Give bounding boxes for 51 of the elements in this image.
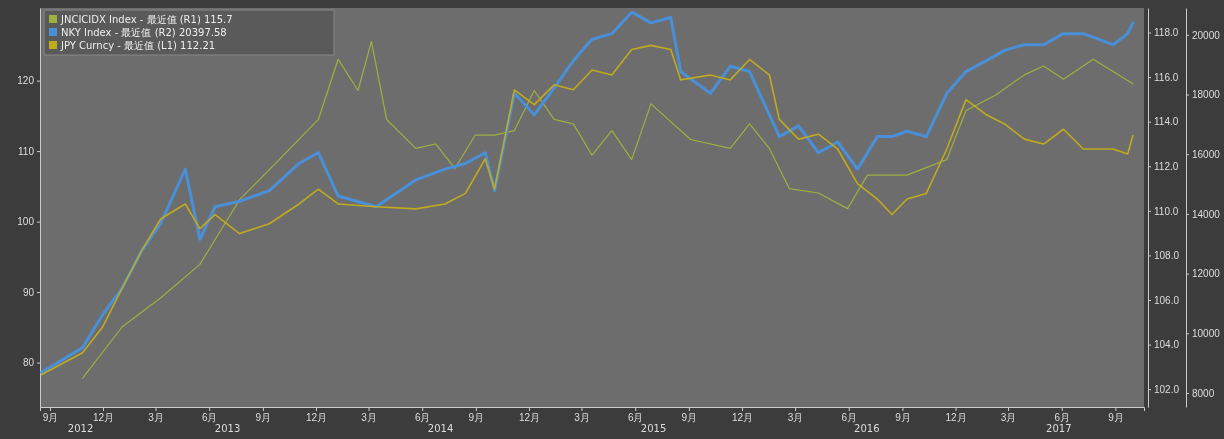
legend-label: NKY Index - 最近值 (R2) 20397.58 <box>61 27 227 38</box>
x-tick-label: 12月 <box>518 412 541 424</box>
y3-tick-label: 20000 <box>1192 29 1221 41</box>
x-tick-label: 6月 <box>1054 412 1071 424</box>
x-tick-label: 9月 <box>1108 412 1124 424</box>
legend-label: JPY Curncy - 最近值 (L1) 112.21 <box>60 40 216 51</box>
x-tick-label: 9月 <box>42 412 59 424</box>
y2-tick-label: 118.0 <box>1154 27 1179 39</box>
x-tick-label: 9月 <box>255 412 272 424</box>
y2-tick-label: 108.0 <box>1154 250 1180 262</box>
y3-tick-label: 16000 <box>1192 148 1221 160</box>
y2-tick-label: 102.0 <box>1154 383 1180 395</box>
y2-tick-label: 116.0 <box>1154 71 1179 83</box>
x-tick-label: 3月 <box>1000 412 1017 424</box>
y2-tick-label: 104.0 <box>1154 339 1180 351</box>
x-tick-label: 12月 <box>731 412 754 424</box>
y3-tick-label: 8000 <box>1192 387 1215 399</box>
text: 2013 <box>214 423 241 434</box>
y3-tick-label: 18000 <box>1192 89 1221 101</box>
x-tick-label: 12月 <box>92 412 115 424</box>
x-tick-label: 6月 <box>627 412 644 424</box>
y-tick-label: 90 <box>22 286 35 298</box>
text: 2016 <box>854 423 880 434</box>
x-tick-label: 12月 <box>305 412 328 424</box>
y-tick-label: 80 <box>22 357 35 369</box>
text: 2014 <box>427 423 454 434</box>
y-tick-label: 110 <box>18 145 35 157</box>
text: 2012 <box>67 423 94 434</box>
y2-tick-label: 106.0 <box>1154 294 1180 306</box>
x-tick-label: 3月 <box>787 412 804 424</box>
legend-label: JNCICIDX Index - 最近值 (R1) 115.7 <box>60 14 233 25</box>
x-tick-label: 3月 <box>148 412 164 424</box>
x-tick-label: 3月 <box>361 412 377 424</box>
x-tick-label: 9月 <box>895 412 911 424</box>
x-tick-label: 9月 <box>681 412 698 424</box>
y3-tick-label: 14000 <box>1192 208 1221 220</box>
x-tick-label: 9月 <box>468 412 485 424</box>
y-tick-label: 120 <box>17 75 35 87</box>
y2-tick-label: 112.0 <box>1154 160 1179 172</box>
x-tick-label: 6月 <box>414 412 431 424</box>
y3-tick-label: 10000 <box>1192 327 1221 339</box>
y3-tick-label: 12000 <box>1192 268 1221 280</box>
x-tick-label: 3月 <box>574 412 590 424</box>
text: 2015 <box>640 423 667 434</box>
x-tick-label: 6月 <box>201 412 218 424</box>
y-tick-label: 100 <box>17 216 35 228</box>
x-tick-label: 12月 <box>945 412 967 424</box>
text: 2017 <box>1046 423 1072 434</box>
y2-tick-label: 110.0 <box>1154 205 1179 217</box>
x-tick-label: 6月 <box>841 412 858 424</box>
y2-tick-label: 114.0 <box>1154 116 1179 128</box>
